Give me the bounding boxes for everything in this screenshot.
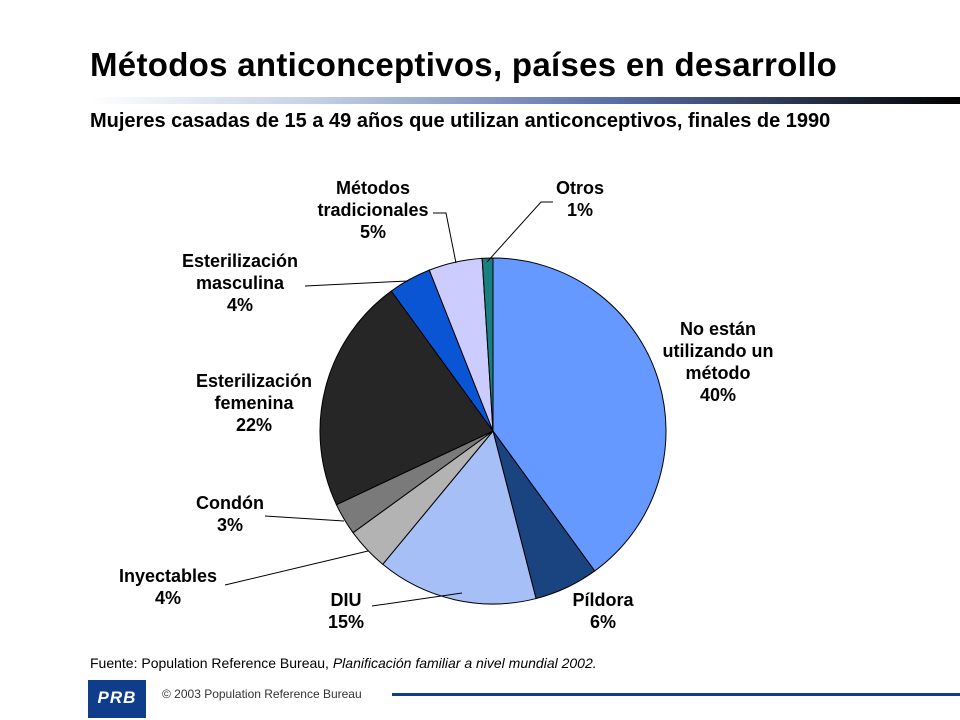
slice-name-line: Esterilización — [182, 251, 298, 271]
slice-value-label: 1% — [567, 200, 593, 220]
source-title: Planificación familiar a nivel mundial 2… — [332, 655, 597, 671]
slice-label-3: Inyectables 4% — [119, 566, 217, 608]
slice-name-line: método — [686, 363, 751, 383]
pie-slice-2 — [382, 429, 537, 605]
leader-line-2 — [371, 592, 463, 607]
slice-name-line: Inyectables — [119, 566, 217, 586]
footer-rule — [392, 693, 960, 696]
slice-name-line: masculina — [196, 273, 285, 293]
slice-label-1: Píldora 6% — [572, 590, 634, 632]
pie-slice-8 — [481, 257, 494, 432]
chart-subtitle: Mujeres casadas de 15 a 49 años que util… — [90, 110, 831, 132]
slice-name-line: femenina — [214, 393, 294, 413]
copyright-text: © 2003 Population Reference Bureau — [162, 687, 362, 701]
pie-slices — [319, 257, 667, 605]
slice-name-line: Píldora — [572, 590, 634, 610]
leader-line-3 — [224, 550, 369, 586]
slice-label-2: DIU 15% — [328, 590, 364, 632]
page-title: Métodos anticonceptivos, países en desar… — [90, 46, 838, 83]
leader-line-8 — [486, 201, 553, 263]
leader-line-6 — [304, 280, 409, 287]
slice-name-line: tradicionales — [317, 200, 428, 220]
slice-value-label: 3% — [217, 515, 243, 535]
slice-value-label: 15% — [328, 612, 364, 632]
slice-label-0: No están utilizando un método 40% — [663, 319, 774, 405]
source-note: Fuente: Population Reference Bureau, Pla… — [90, 655, 597, 671]
slice-value-label: 4% — [155, 588, 181, 608]
pie-chart: No están utilizando un método 40% Píldora 6% D… — [119, 178, 774, 632]
slice-labels: No están utilizando un método 40% Píldora 6% D… — [119, 178, 774, 632]
slice-name-line: DIU — [331, 590, 362, 610]
slice-name-line: Condón — [196, 493, 264, 513]
source-prefix: Fuente: Population Reference Bureau, — [90, 655, 333, 671]
slice-name-line: No están — [680, 319, 756, 339]
prb-logo: PRB — [88, 680, 146, 718]
slice-name-line: utilizando un — [663, 341, 774, 361]
leader-line-4 — [264, 515, 345, 522]
pie-slice-0 — [492, 257, 667, 572]
slice-value-label: 4% — [227, 295, 253, 315]
leader-line-7 — [433, 212, 457, 264]
slice-value-label: 5% — [360, 222, 386, 242]
slice-label-8: Otros 1% — [556, 178, 604, 220]
slice-name-line: Métodos — [336, 178, 410, 198]
prb-logo-text: PRB — [97, 688, 137, 707]
slice-label-7: Métodos tradicionales 5% — [317, 178, 428, 242]
slice-name-line: Esterilización — [196, 371, 312, 391]
slice-label-5: Esterilización femenina 22% — [196, 371, 312, 435]
slice-name-line: Otros — [556, 178, 604, 198]
slice-value-label: 40% — [700, 385, 736, 405]
leader-lines — [224, 201, 553, 607]
slice-value-label: 22% — [236, 415, 272, 435]
pie-slice-5 — [319, 290, 494, 506]
title-rule — [90, 97, 960, 104]
slice-label-4: Condón 3% — [196, 493, 264, 535]
slice-label-6: Esterilización masculina 4% — [182, 251, 298, 315]
slice-value-label: 6% — [590, 612, 616, 632]
